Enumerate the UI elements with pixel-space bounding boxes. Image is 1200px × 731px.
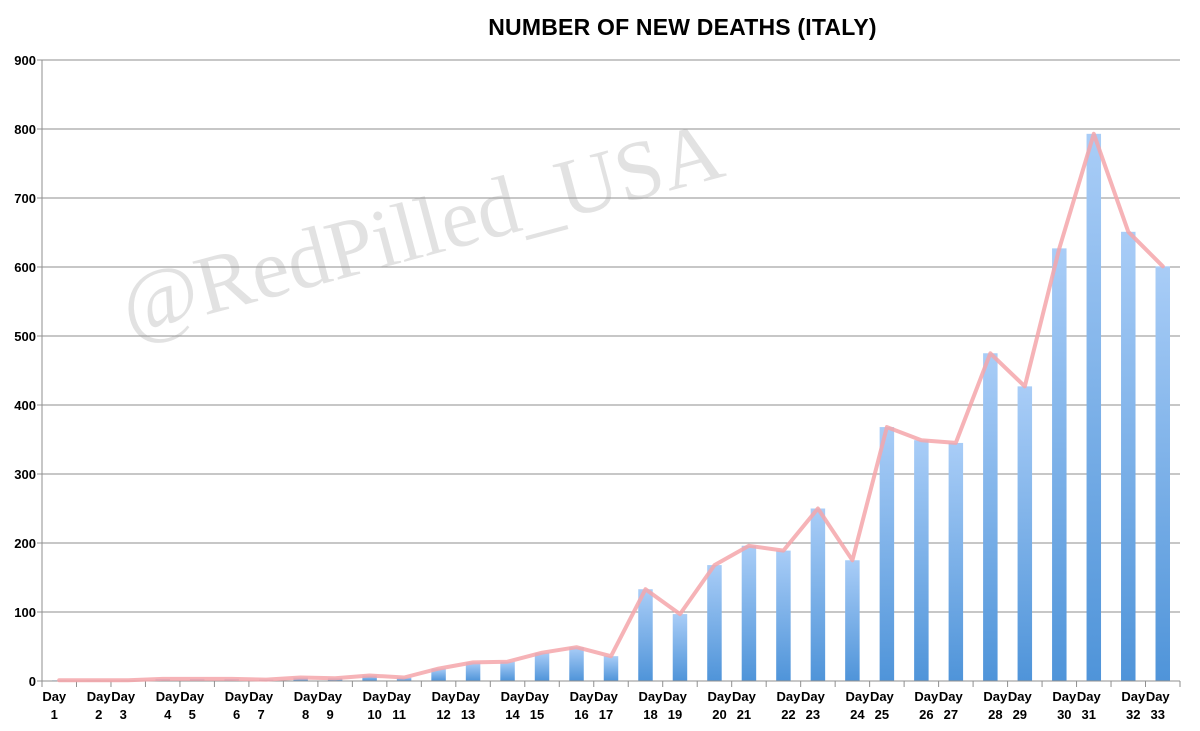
x-tick-label: Day 5 [180,689,205,722]
bar [603,656,619,681]
x-tick-label: Day 3 [111,689,136,722]
bar [534,652,550,681]
gridlines [42,59,1180,613]
x-tick-label: Day 2 [87,689,112,722]
x-tick-label: Day 12 [432,689,457,722]
y-tick-label: 700 [14,191,36,206]
bar [362,675,377,681]
x-tick-label: Day 9 [318,689,343,722]
y-tick-label: 0 [29,674,36,689]
bar [776,550,791,681]
x-tick-label: Day 4 [156,689,181,722]
y-tick-label: 300 [14,467,36,482]
x-tick-label: Day 25 [870,689,895,722]
x-tick-label: Day 20 [708,689,733,722]
bar [672,614,688,681]
y-tick-label: 200 [14,536,36,551]
bar [707,565,722,681]
x-tick-label: Day 16 [570,689,595,722]
bar [914,440,929,681]
bar [500,661,515,681]
x-tick-label: Day 13 [456,689,481,722]
x-tick-label: Day 33 [1146,689,1171,722]
x-tick-label: Day 29 [1008,689,1033,722]
x-tick-label: Day 18 [639,689,664,722]
bars [52,133,1170,681]
x-tick-label: Day 11 [387,689,412,722]
x-tick-label: Day 21 [732,689,757,722]
chart-title: NUMBER OF NEW DEATHS (ITALY) [488,14,877,40]
bar [1017,386,1033,681]
y-tick-label: 900 [14,53,36,68]
x-tick-label: Day 31 [1077,689,1102,722]
y-tick-label: 800 [14,122,36,137]
y-tick-label: 100 [14,605,36,620]
series-line [57,131,1165,683]
bar [879,427,895,681]
y-tick-label: 600 [14,260,36,275]
x-tick-label: Day 1 [42,689,67,722]
x-tick-label: Day 23 [801,689,826,722]
y-axis: 0 100 200 300 400 500 600 700 800 900 [14,53,43,689]
y-tick-label: 400 [14,398,36,413]
x-tick-label: Day 26 [914,689,939,722]
bar [569,647,584,681]
bar [465,662,481,681]
bar [845,560,860,681]
bar [431,668,446,681]
x-tick-label: Day 10 [363,689,388,722]
x-tick-label: Day 15 [525,689,550,722]
x-tick-label: Day 19 [663,689,688,722]
bar [1052,248,1067,681]
bar [1121,231,1136,681]
bar [948,442,964,681]
bar [1155,266,1170,681]
x-tick-label: Day 7 [249,689,274,722]
x-tick-label: Day 17 [594,689,619,722]
bar [983,353,998,681]
y-tick-label: 500 [14,329,36,344]
x-tick-label: Day 22 [776,689,801,722]
bar [638,589,653,681]
x-tick-label: Day 28 [983,689,1008,722]
x-tick-label: Day 32 [1121,689,1146,722]
x-tick-label: Day 6 [225,689,250,722]
x-tick-label: Day 24 [845,689,870,722]
bar [741,545,757,681]
x-tick-label: Day 14 [501,689,526,722]
x-tick-label: Day 30 [1052,689,1077,722]
x-tick-label: Day 27 [939,689,964,722]
x-tick-label: Day 8 [294,689,319,722]
bar [810,508,826,681]
overlay-line [57,131,1165,683]
bar [1086,133,1102,681]
